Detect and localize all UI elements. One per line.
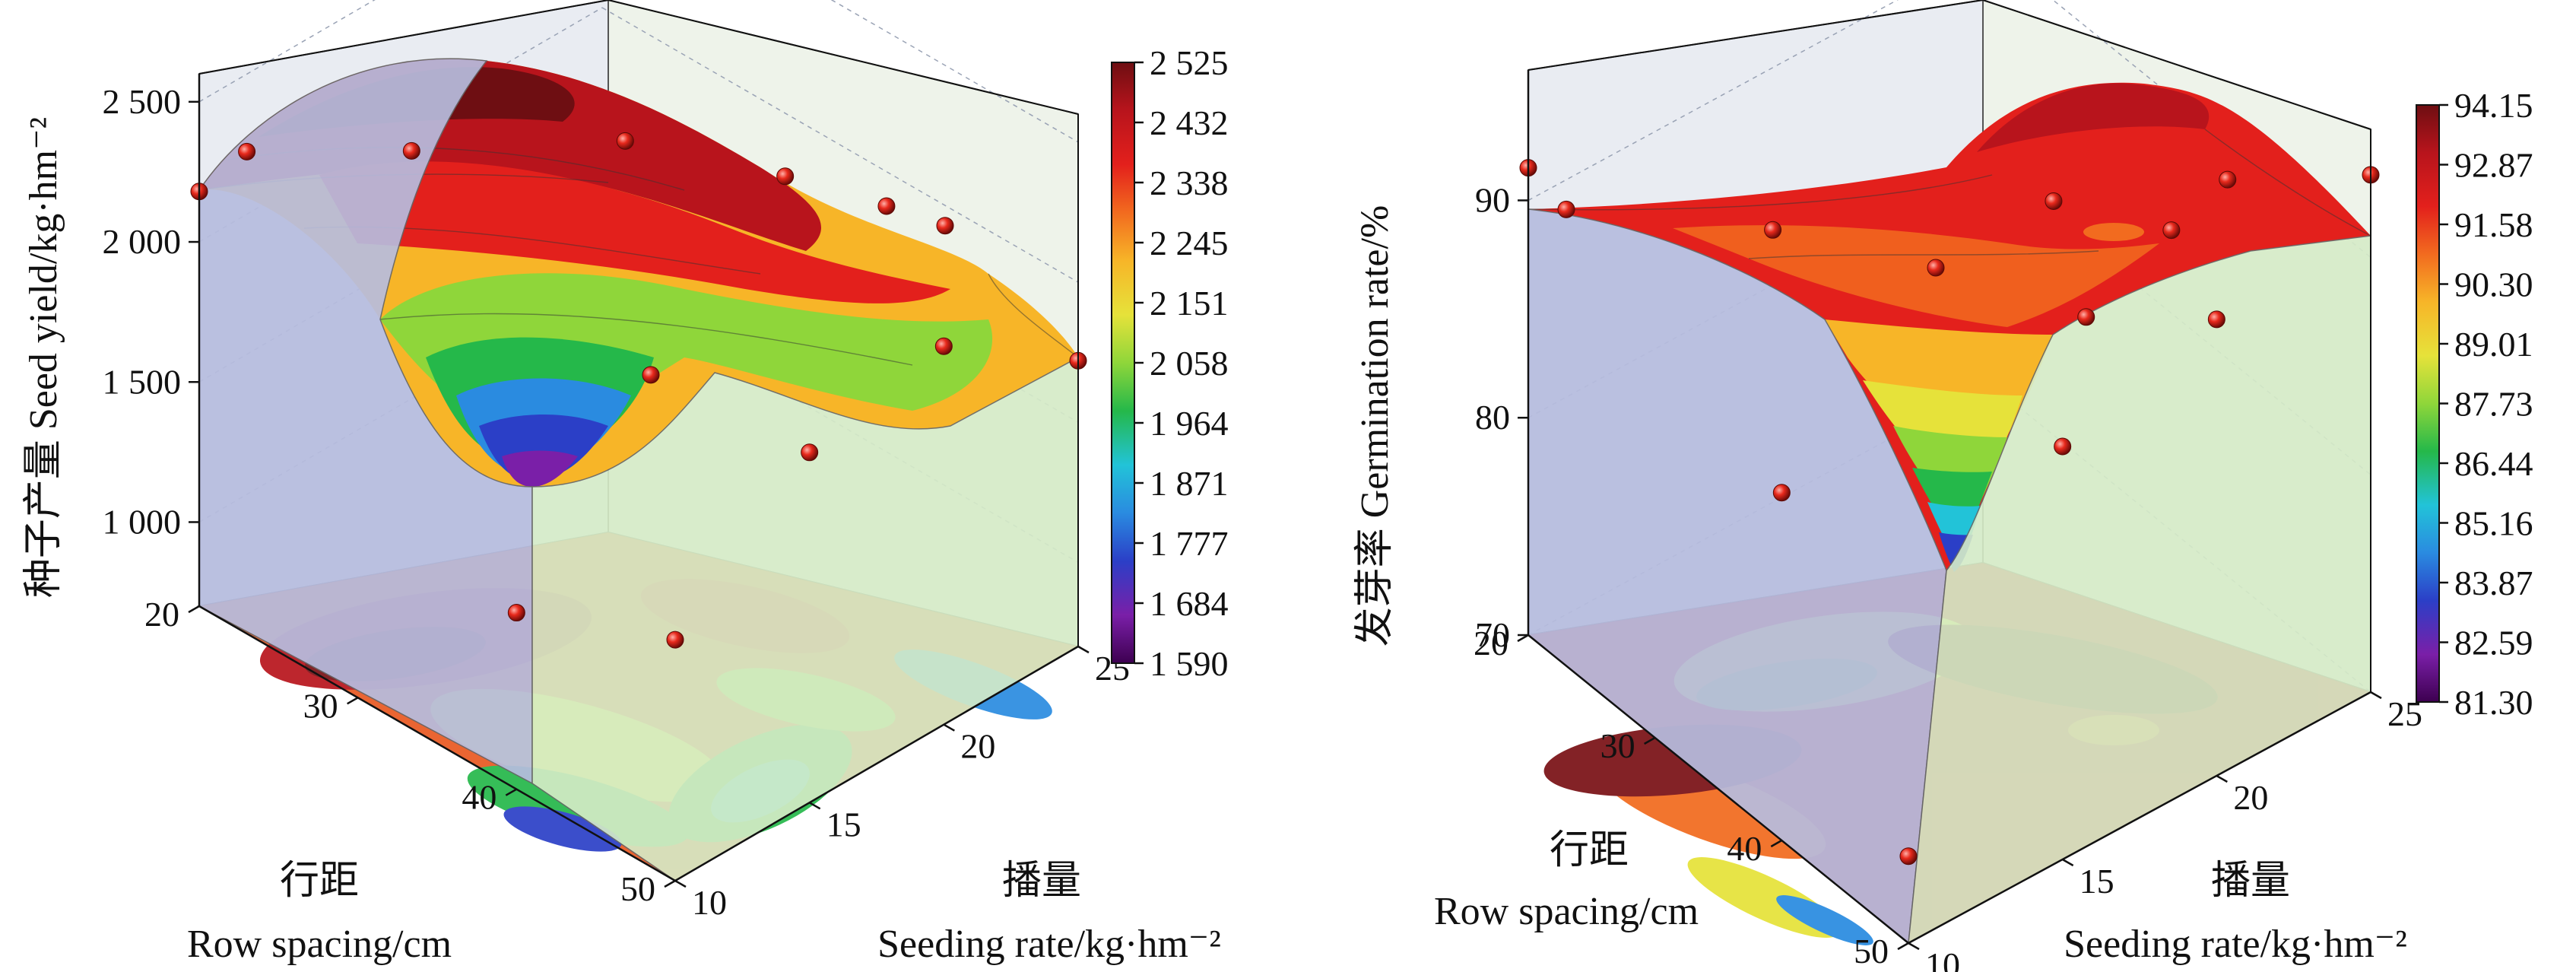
y-tick-label: 20 [2233, 778, 2268, 817]
design-point [1764, 221, 1782, 239]
colorbar-tick-label: 83.87 [2454, 564, 2533, 602]
colorbar-tick-label: 1 964 [1150, 404, 1229, 443]
colorbar-tick-label: 92.87 [2454, 146, 2533, 185]
design-point [2045, 192, 2063, 210]
design-point [642, 366, 660, 384]
colorbar-ticks: 94.15 92.87 91.58 90.30 89.01 87.73 86.44 85.16… [2439, 86, 2533, 722]
colorbar: 2 525 2 432 2 338 2 245 2 151 2 058 1 964 1 871… [1111, 43, 1229, 683]
y-axis-line [1908, 691, 2371, 945]
design-point [1772, 484, 1791, 502]
design-point [507, 604, 525, 622]
colorbar-tick-label: 2 338 [1150, 164, 1229, 202]
design-point [934, 337, 953, 355]
z-tick-label: 2 000 [103, 222, 182, 261]
colorbar-tick-label: 1 590 [1150, 644, 1229, 683]
front-face-left [1528, 208, 1947, 945]
z-tick-label: 1 000 [103, 502, 182, 541]
colorbar-tick-label: 2 432 [1150, 103, 1229, 142]
response-surface [1528, 82, 2371, 572]
colorbar-tick-label: 1 871 [1150, 464, 1229, 503]
x-axis-title-cn: 行距 [1550, 829, 1629, 872]
y-tick-label: 20 [960, 727, 995, 766]
colorbar-tick-label: 1 777 [1150, 524, 1229, 563]
colorbar-tick-label: 94.15 [2454, 86, 2533, 125]
colorbar-tick-label: 86.44 [2454, 444, 2533, 483]
design-point [616, 132, 634, 150]
x-tick-label: 50 [620, 869, 655, 908]
x-tick-label: 50 [1854, 932, 1889, 970]
colorbar-tick-label: 89.01 [2454, 325, 2533, 364]
colorbar-tick-label: 2 245 [1150, 224, 1229, 262]
colorbar-tick-label: 90.30 [2454, 265, 2533, 304]
front-face-left [198, 58, 533, 785]
colorbar-tick-label: 91.58 [2454, 205, 2533, 244]
colorbar-tick-label: 82.59 [2454, 624, 2533, 662]
x-tick-label: 30 [303, 686, 338, 725]
colorbar-tick-label: 2 058 [1150, 344, 1229, 383]
z-tick-label: 80 [1475, 398, 1510, 437]
colorbar-ticks: 2 525 2 432 2 338 2 245 2 151 2 058 1 964 1 871… [1134, 43, 1229, 683]
design-point [2054, 437, 2072, 456]
design-point [776, 167, 795, 186]
z-tick-label: 90 [1475, 180, 1510, 219]
design-point [1557, 200, 1575, 218]
design-point [238, 142, 256, 160]
design-point [402, 141, 420, 160]
design-point [666, 631, 684, 649]
design-point [801, 443, 819, 462]
z-tick-label: 70 [1475, 615, 1510, 654]
front-face-right [1908, 235, 2371, 945]
design-point [1927, 259, 1945, 277]
x-tick-label: 20 [144, 595, 179, 634]
y-axis-title-cn: 播量 [2211, 859, 2290, 903]
design-point [2207, 310, 2225, 329]
y-axis-line [674, 645, 1079, 882]
design-point [2077, 308, 2095, 326]
x-tick-label: 30 [1600, 726, 1635, 765]
colorbar: 94.15 92.87 91.58 90.30 89.01 87.73 86.44 85.16… [2416, 86, 2533, 722]
x-axis-title-cn: 行距 [280, 859, 359, 903]
x-tick-label: 40 [1727, 829, 1762, 868]
x-axis-title-en: Row spacing/cm [187, 923, 452, 966]
z-tick-label: 1 500 [103, 362, 182, 401]
x-axis-line [1528, 634, 1909, 944]
colorbar-tick-label: 85.16 [2454, 504, 2533, 543]
z-axis-title: 发芽率 Germination rate/% [1353, 205, 1397, 647]
z-axis-ticks: 1 000 1 500 2 000 2 500 [103, 82, 199, 541]
y-axis-title-cn: 播量 [1002, 859, 1081, 903]
colorbar-tick-label: 2 151 [1150, 284, 1229, 322]
y-tick-label: 10 [692, 883, 727, 922]
x-axis-title-en: Row spacing/cm [1434, 890, 1699, 933]
y-tick-label: 15 [2080, 862, 2114, 901]
colorbar-tick-label: 1 684 [1150, 584, 1229, 623]
y-tick-label: 10 [1925, 945, 1960, 972]
z-axis-title: 种子产量 Seed yield/kg·hm⁻² [22, 117, 65, 598]
x-axis-ticks: 20 30 40 50 [144, 595, 676, 908]
z-axis-ticks: 70 80 90 [1475, 180, 1528, 654]
x-axis-line [198, 605, 676, 882]
y-axis-title-en: Seeding rate/kg·hm⁻² [2064, 923, 2407, 966]
x-tick-label: 20 [1474, 624, 1508, 662]
design-point [2162, 221, 2181, 240]
y-axis-title-en: Seeding rate/kg·hm⁻² [877, 923, 1221, 966]
design-point [877, 197, 896, 215]
x-axis-ticks: 20 30 40 50 [1474, 624, 1909, 970]
colorbar-tick-label: 2 525 [1150, 43, 1229, 82]
design-point [936, 217, 954, 235]
design-points [190, 132, 1087, 649]
y-tick-label: 15 [826, 805, 861, 843]
front-face-right [531, 356, 1079, 881]
design-point [1899, 847, 1918, 866]
design-point [2219, 170, 2237, 189]
z-tick-label: 2 500 [103, 82, 182, 121]
x-tick-label: 40 [462, 778, 496, 817]
colorbar-tick-label: 81.30 [2454, 683, 2533, 722]
colorbar-tick-label: 87.73 [2454, 385, 2533, 424]
